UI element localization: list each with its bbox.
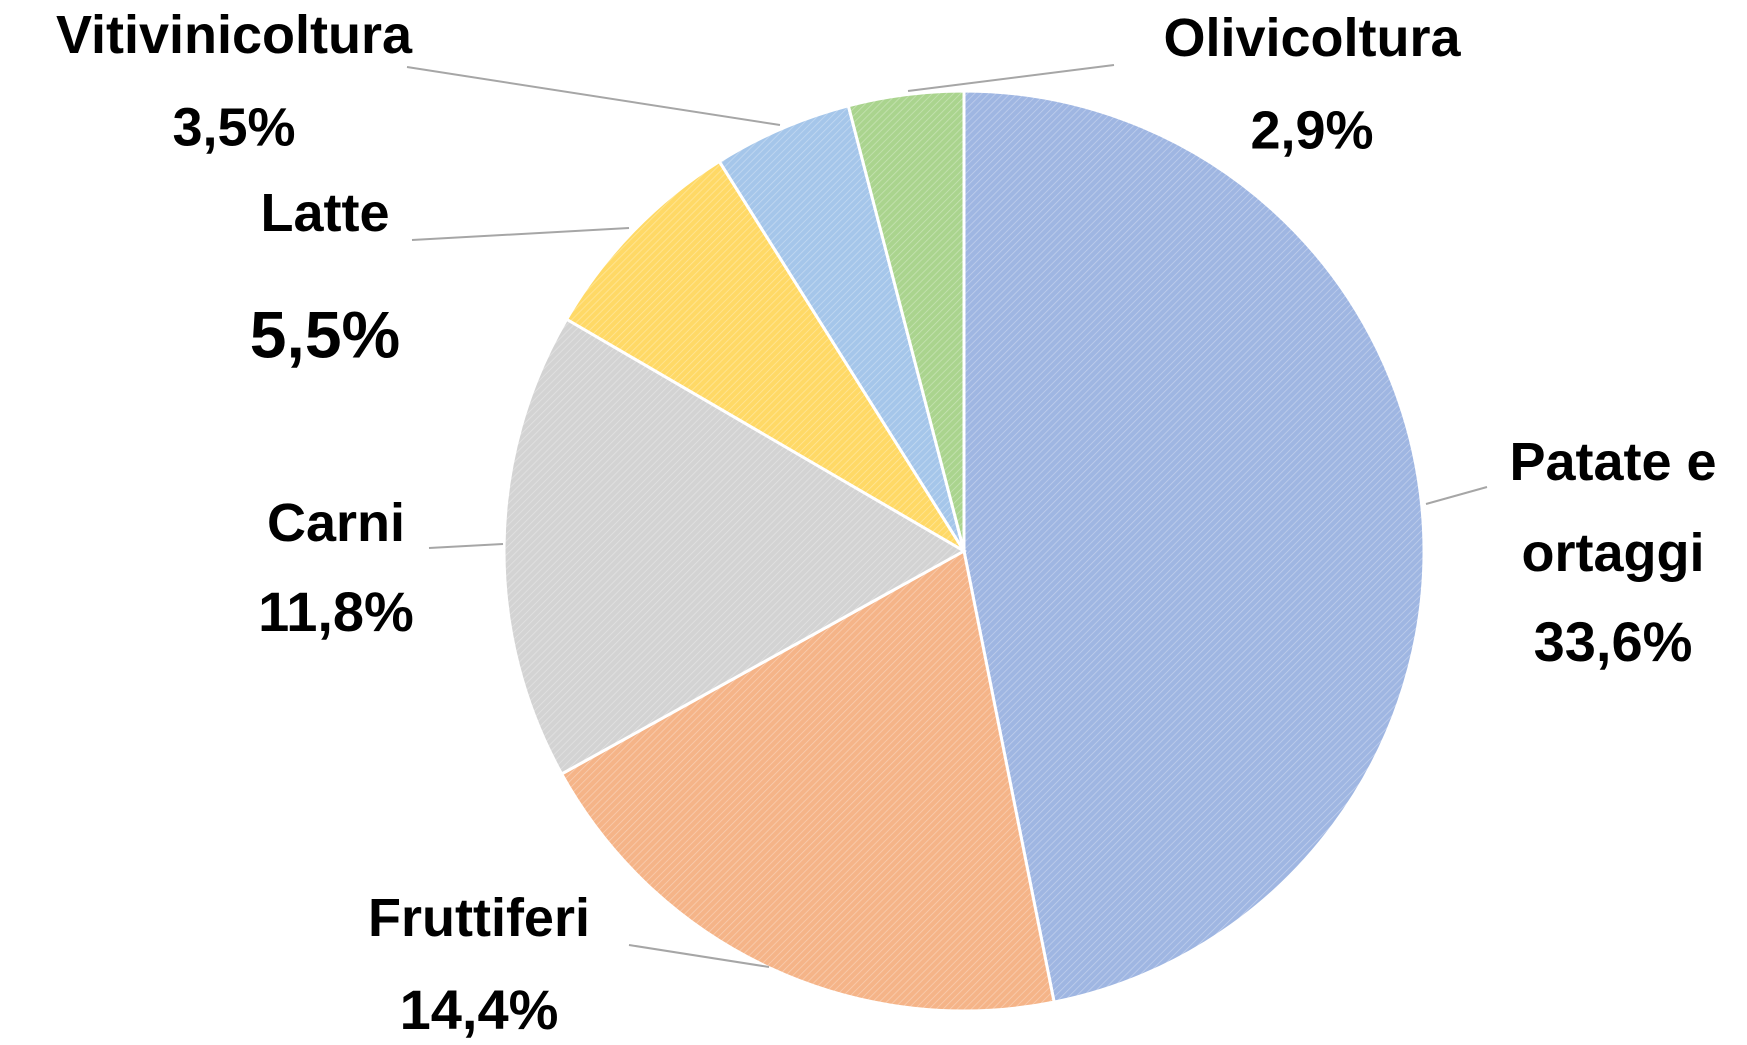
value-label: 2,9% (1250, 100, 1373, 160)
leader-line (907, 64, 1115, 92)
category-label: Carni (267, 493, 405, 553)
pie-slice (564, 159, 966, 553)
value-label: 5,5% (250, 297, 400, 371)
value-label: 3,5% (172, 97, 295, 157)
pie-slice (962, 89, 1426, 1004)
pie-slice (559, 548, 1056, 1013)
category-label: Latte (260, 183, 389, 243)
category-label: Olivicoltura (1163, 8, 1461, 68)
pie (502, 89, 1426, 1013)
category-label: Patate e ortaggi (1509, 432, 1716, 583)
value-label: 14,4% (400, 978, 559, 1041)
leader-line (428, 543, 504, 549)
value-label: 33,6% (1534, 610, 1693, 673)
labels: Patate e ortaggi 33,6% Fruttiferi 14,4% Carni… (56, 5, 1717, 1041)
leader-line (406, 66, 781, 126)
category-label: Vitivinicoltura (56, 5, 413, 65)
leader-line (1425, 486, 1488, 505)
leader-line (628, 944, 770, 968)
value-label: 11,8% (258, 580, 414, 643)
leader-line (411, 227, 630, 241)
pie-slice (846, 89, 966, 552)
category-label: Fruttiferi (368, 888, 590, 948)
pie-slice (502, 317, 968, 777)
